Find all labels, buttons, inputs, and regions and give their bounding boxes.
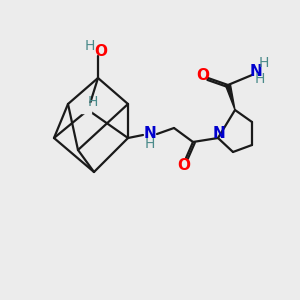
Text: H: H: [255, 72, 265, 86]
Bar: [81, 103, 91, 113]
Text: N: N: [250, 64, 262, 79]
Text: H: H: [145, 137, 155, 151]
Text: H: H: [85, 39, 95, 53]
Text: N: N: [144, 125, 156, 140]
Text: H: H: [259, 56, 269, 70]
Text: O: O: [94, 44, 107, 59]
Polygon shape: [226, 84, 235, 110]
Text: H: H: [88, 95, 98, 109]
Text: O: O: [178, 158, 190, 172]
Text: N: N: [213, 127, 225, 142]
Text: O: O: [196, 68, 209, 82]
